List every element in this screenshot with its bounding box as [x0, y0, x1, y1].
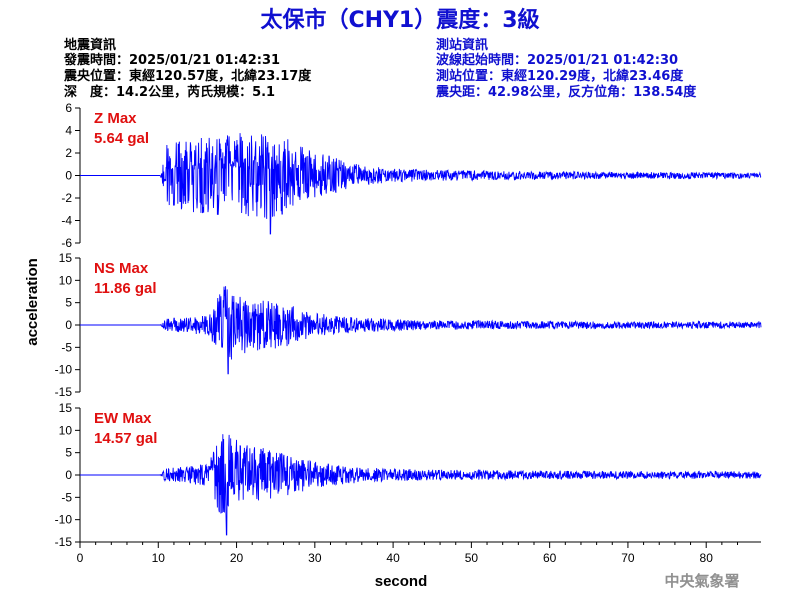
max-value: 5.64 gal [94, 130, 149, 147]
epicenter: 震央位置：東經120.57度，北緯23.17度 [63, 68, 312, 84]
x-axis: 0 10 20 30 40 50 60 70 80 [77, 541, 761, 565]
y-tick-label: -10 [55, 513, 73, 527]
y-tick-label: 5 [65, 446, 72, 460]
x-tick-label: 60 [543, 551, 557, 565]
station-location: 測站位置：東經120.29度，北緯23.46度 [436, 68, 684, 84]
y-tick-label: 10 [59, 423, 73, 437]
trace-z [80, 133, 762, 235]
x-tick-label: 50 [465, 551, 479, 565]
y-tick-label: -5 [61, 490, 72, 504]
y-tick-label: 0 [65, 468, 72, 482]
y-tick-label: 6 [65, 101, 72, 115]
distance-azimuth: 震央距：42.98公里，反方位角：138.54度 [435, 84, 697, 100]
wave-start-time: 波線起始時間：2025/01/21 01:42:30 [436, 52, 678, 68]
y-tick-label: -6 [61, 236, 72, 250]
y-tick-label: 4 [65, 124, 72, 138]
trace-panels: -6 -4 -2 0 2 4 6 Z Max 5.64 gal -15 -10 -5 0 5 10 15 NS … [55, 101, 762, 549]
y-tick-label: 2 [65, 146, 72, 160]
y-tick-label: 5 [65, 296, 72, 310]
trace-ew [80, 434, 762, 536]
max-value: 11.86 gal [94, 280, 157, 297]
y-tick-label: 10 [59, 273, 73, 287]
max-label: EW Max [94, 410, 152, 427]
depth-magnitude: 深 度：14.2公里，芮氏規模：5.1 [64, 84, 275, 100]
x-axis-label: second [375, 573, 428, 590]
x-tick-label: 40 [386, 551, 400, 565]
x-tick-label: 70 [621, 551, 635, 565]
max-value: 14.57 gal [94, 430, 157, 447]
y-tick-label: -10 [55, 363, 73, 377]
y-tick-label: -15 [55, 385, 73, 399]
y-tick-label: -5 [61, 340, 72, 354]
max-label: NS Max [94, 260, 149, 277]
panel-ew: -15 -10 -5 0 5 10 15 EW Max 14.57 gal [55, 401, 762, 549]
agency-credit: 中央氣象署 [664, 572, 739, 590]
x-tick-label: 30 [308, 551, 322, 565]
max-label: Z Max [94, 110, 137, 127]
y-tick-label: 0 [65, 318, 72, 332]
x-tick-label: 10 [152, 551, 166, 565]
y-tick-label: 15 [59, 401, 73, 415]
panel-ns: -15 -10 -5 0 5 10 15 NS Max 11.86 gal [55, 251, 762, 399]
y-axis-label: acceleration [24, 258, 41, 346]
y-tick-label: 0 [65, 169, 72, 183]
trace-ns [80, 286, 762, 375]
y-tick-label: -2 [61, 191, 72, 205]
page-title: 太保市（CHY1）震度：3級 [260, 7, 539, 33]
station-info-heading: 測站資訊 [436, 37, 488, 53]
y-tick-label: -4 [61, 214, 72, 228]
y-tick-label: 15 [59, 251, 73, 265]
origin-time: 發震時間：2025/01/21 01:42:31 [63, 52, 280, 68]
y-tick-label: -15 [55, 535, 73, 549]
quake-info-heading: 地震資訊 [64, 37, 116, 53]
x-tick-label: 0 [77, 551, 84, 565]
x-tick-label: 80 [700, 551, 714, 565]
panel-z: -6 -4 -2 0 2 4 6 Z Max 5.64 gal [61, 101, 762, 250]
x-tick-label: 20 [230, 551, 244, 565]
